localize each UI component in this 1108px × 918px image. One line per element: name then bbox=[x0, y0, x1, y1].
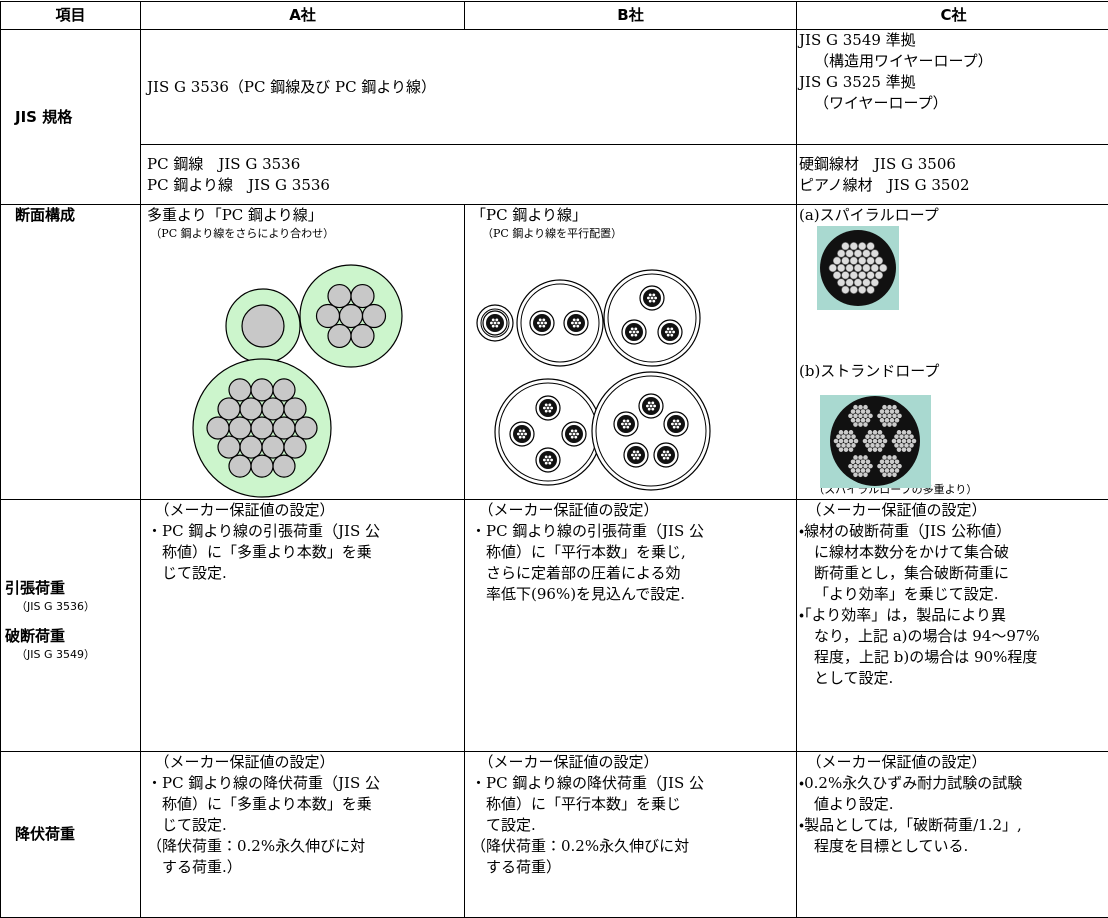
text-line: （構造用ワイヤーロープ） bbox=[814, 52, 993, 70]
row-label: 引張荷重 （JIS G 3536） 破断荷重 （JIS G 3549） bbox=[0, 499, 141, 752]
text-line: ・「より効率」は，製品により異 bbox=[799, 606, 1007, 624]
note: （PC 鋼より線を平行配置） bbox=[482, 227, 623, 240]
yield-b: （メーカー保証値の設定） ・PC 鋼より線の降伏荷重（JIS 公称値）に「平行本数… bbox=[464, 751, 797, 918]
paragraph: ・「より効率」は，製品により異なり，上記 a)の場合は 94～97% 程度，上記 … bbox=[799, 605, 1104, 689]
text-line: （JIS G 3536） bbox=[16, 599, 95, 613]
tensile-a: （メーカー保証値の設定） ・PC 鋼より線の引張荷重（JIS 公称値）に「多重より… bbox=[140, 499, 465, 752]
text-line: 硬鋼線材 JIS G 3506 bbox=[799, 154, 956, 173]
section-b: 「PC 鋼より線」 （PC 鋼より線を平行配置） bbox=[464, 204, 797, 500]
paragraph: （降伏荷重：0.2%永久伸びに対する荷重.） bbox=[147, 836, 458, 878]
text-line: （メーカー保証値の設定） bbox=[478, 753, 659, 771]
text-line: （降伏荷重：0.2%永久伸びに対 bbox=[147, 837, 366, 855]
text-line: 称値）に「平行本数」を乗じ, bbox=[486, 543, 686, 561]
text-line: ・PC 鋼より線の降伏荷重（JIS 公 bbox=[147, 774, 381, 792]
text-line: ・PC 鋼より線の降伏荷重（JIS 公 bbox=[471, 774, 705, 792]
tensile-c: （メーカー保証値の設定） ・線材の破断荷重（JIS 公称値） に線材本数分をかけて集… bbox=[796, 499, 1108, 752]
yield-a: （メーカー保証値の設定） ・PC 鋼より線の降伏荷重（JIS 公称値）に「多重より… bbox=[140, 751, 465, 918]
text-line: 程度，上記 b)の場合は 90%程度 bbox=[814, 648, 1038, 666]
text-line: 断荷重とし，集合破断荷重に bbox=[814, 564, 1010, 582]
paragraph: ・PC 鋼より線の引張荷重（JIS 公称値）に「平行本数」を乗じ, さらに定着部の… bbox=[471, 521, 790, 605]
text-line: じて設定. bbox=[162, 564, 227, 582]
text-line: として設定. bbox=[814, 669, 894, 687]
paragraph: （メーカー保証値の設定） bbox=[471, 501, 790, 522]
text-line: 引張荷重 bbox=[5, 578, 66, 597]
text-line: 「より効率」を乗じて設定. bbox=[814, 585, 999, 603]
text-line: （メーカー保証値の設定） bbox=[154, 753, 335, 771]
text-line: （メーカー保証値の設定） bbox=[806, 753, 987, 771]
paragraph: （メーカー保証値の設定） bbox=[471, 753, 790, 774]
paragraph: （メーカー保証値の設定） bbox=[799, 753, 1104, 774]
text-line: （メーカー保証値の設定） bbox=[478, 501, 659, 519]
text-line: に線材本数分をかけて集合破 bbox=[814, 543, 1010, 561]
row-label: 降伏荷重 bbox=[0, 751, 141, 918]
text-line: （降伏荷重：0.2%永久伸びに対 bbox=[471, 837, 690, 855]
tensile-b: （メーカー保証値の設定） ・PC 鋼より線の引張荷重（JIS 公称値）に「平行本数… bbox=[464, 499, 797, 752]
text-line: JIS G 3549 準拠 bbox=[799, 31, 916, 49]
paragraph: （メーカー保証値の設定） bbox=[147, 501, 458, 522]
text-line: ・PC 鋼より線の引張荷重（JIS 公 bbox=[147, 522, 381, 540]
text-line: ピアノ線材 JIS G 3502 bbox=[799, 175, 970, 194]
note: （スパイラルロープの多重より） bbox=[813, 483, 978, 496]
text-line: （ワイヤーロープ） bbox=[814, 94, 948, 112]
text-line: する荷重） bbox=[486, 858, 562, 876]
text-line: する荷重.） bbox=[162, 858, 242, 876]
text: 多重より「PC 鋼より線」 bbox=[147, 206, 323, 224]
c-material: 硬鋼線材 JIS G 3506 ピアノ線材 JIS G 3502 bbox=[796, 144, 1108, 205]
paragraph: ・製品としては,「破断荷重/1.2」, 程度を目標としている. bbox=[799, 815, 1104, 857]
paragraph: （メーカー保証値の設定） bbox=[799, 501, 1104, 522]
text-line: て設定. bbox=[486, 816, 536, 834]
standard: JIS G 3536（PC 鋼線及び PC 鋼より線） bbox=[140, 29, 797, 145]
paragraph: （降伏荷重：0.2%永久伸びに対する荷重） bbox=[471, 836, 790, 878]
note: （PC 鋼より線をさらにより合わせ） bbox=[150, 227, 335, 240]
text-line: 値より設定. bbox=[814, 795, 894, 813]
header-cell: 項目 bbox=[0, 1, 141, 30]
text-line: ・製品としては,「破断荷重/1.2」, bbox=[799, 816, 1022, 834]
text-line: （メーカー保証値の設定） bbox=[806, 501, 987, 519]
text-line: PC 鋼線 JIS G 3536 bbox=[147, 154, 301, 173]
text-line: なり，上記 a)の場合は 94～97% bbox=[814, 627, 1040, 645]
paragraph: ・PC 鋼より線の降伏荷重（JIS 公称値）に「多重より本数」を乗 じて設定. bbox=[147, 773, 458, 836]
text-line: 称値）に「平行本数」を乗じ bbox=[486, 795, 682, 813]
text-line: 程度を目標としている. bbox=[814, 837, 969, 855]
text-line: PC 鋼より線 JIS G 3536 bbox=[147, 175, 330, 194]
text-line: ・PC 鋼より線の引張荷重（JIS 公 bbox=[471, 522, 705, 540]
paragraph: ・線材の破断荷重（JIS 公称値） に線材本数分をかけて集合破 断荷重とし，集合破断… bbox=[799, 521, 1104, 605]
text-line: （JIS G 3549） bbox=[16, 647, 95, 661]
paragraph: ・PC 鋼より線の降伏荷重（JIS 公称値）に「平行本数」を乗じ て設定. bbox=[471, 773, 790, 836]
section-a: 多重より「PC 鋼より線」 （PC 鋼より線をさらにより合わせ） bbox=[140, 204, 465, 500]
text-line: さらに定着部の圧着による効 bbox=[486, 564, 681, 582]
section-c: (a)スパイラルロープ (b)ストランドロープ （スパイラルロープの多重より） bbox=[796, 204, 1108, 500]
c-standard: JIS G 3549 準拠 （構造用ワイヤーロープ） JIS G 3525 準拠 （ワ… bbox=[796, 29, 1108, 145]
header-cell: B社 bbox=[464, 1, 797, 30]
text: 「PC 鋼より線」 bbox=[471, 206, 588, 224]
text-line: ・0.2%永久ひずみ耐力試験の試験 bbox=[799, 774, 1023, 792]
row-label: JIS 規格 bbox=[0, 29, 141, 205]
paragraph: ・0.2%永久ひずみ耐力試験の試験値より設定. bbox=[799, 773, 1104, 815]
text-line: ・線材の破断荷重（JIS 公称値） bbox=[799, 522, 1012, 540]
material: PC 鋼線 JIS G 3536 PC 鋼より線 JIS G 3536 bbox=[140, 144, 797, 205]
text-line: JIS G 3525 準拠 bbox=[799, 73, 916, 91]
header-cell: A社 bbox=[140, 1, 465, 30]
yield-c: （メーカー保証値の設定） ・0.2%永久ひずみ耐力試験の試験 値より設定. ・製品とし… bbox=[796, 751, 1108, 918]
text: (b)ストランドロープ bbox=[799, 362, 940, 380]
paragraph: （メーカー保証値の設定） bbox=[147, 753, 458, 774]
text-line: （メーカー保証値の設定） bbox=[154, 501, 335, 519]
text: (a)スパイラルロープ bbox=[799, 206, 939, 224]
row-label: 断面構成 bbox=[0, 204, 141, 500]
text-line: 称値）に「多重より本数」を乗 bbox=[162, 543, 372, 561]
text-line: じて設定. bbox=[162, 816, 227, 834]
text-line: 率低下(96%)を見込んで設定. bbox=[486, 585, 686, 603]
header-cell: C社 bbox=[796, 1, 1108, 30]
paragraph: ・PC 鋼より線の引張荷重（JIS 公称値）に「多重より本数」を乗 じて設定. bbox=[147, 521, 458, 584]
text-line: 称値）に「多重より本数」を乗 bbox=[162, 795, 372, 813]
text-line: 破断荷重 bbox=[5, 626, 66, 645]
